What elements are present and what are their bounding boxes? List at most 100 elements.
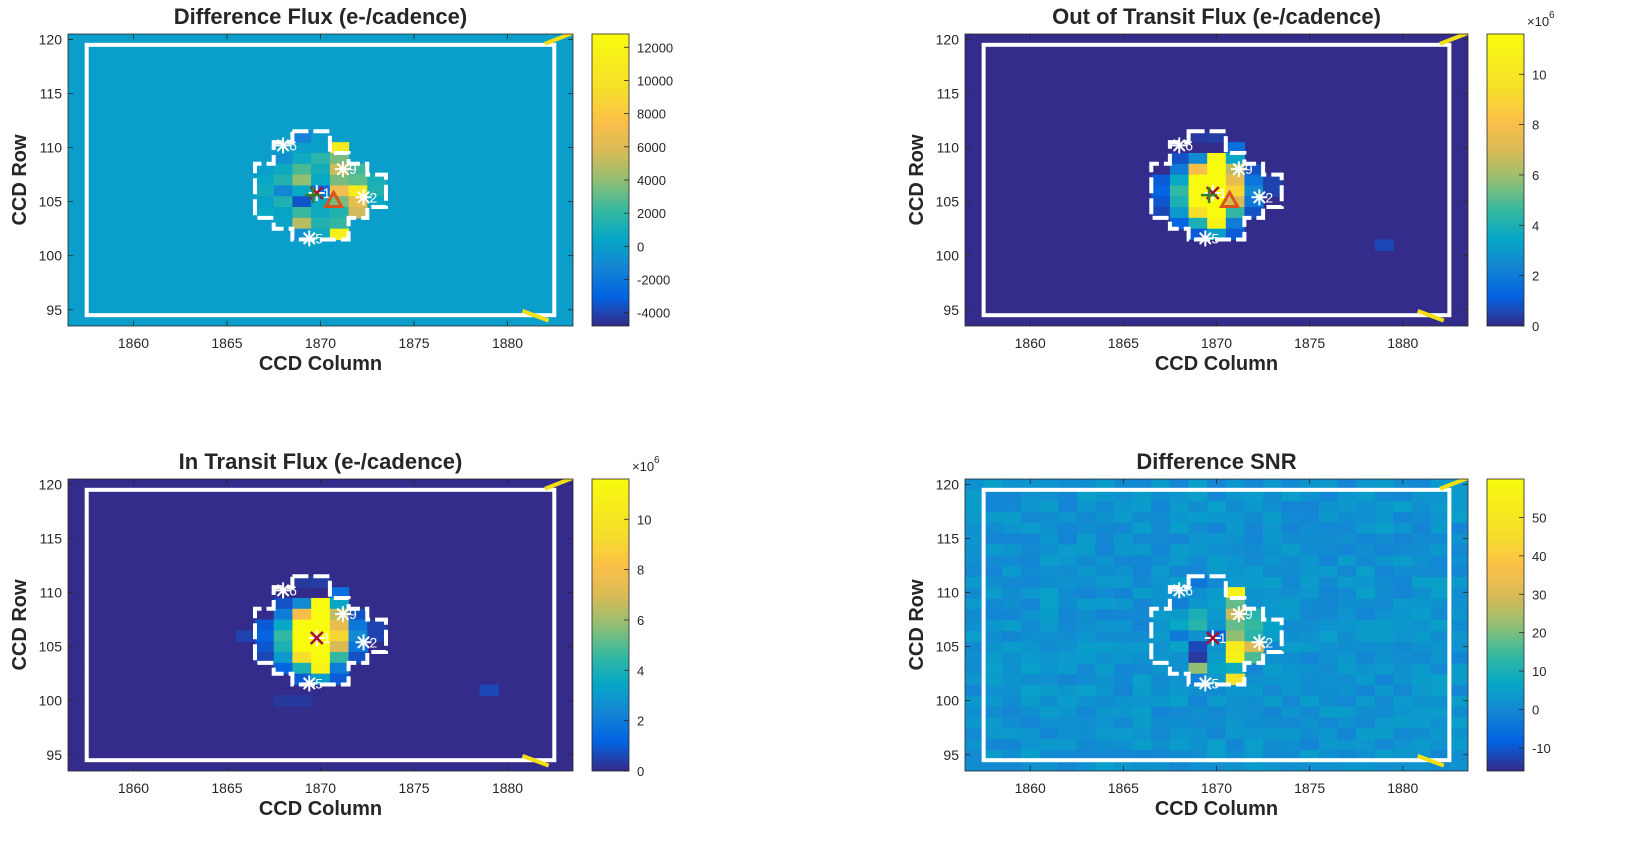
background-pixel bbox=[1318, 207, 1339, 219]
background-pixel bbox=[198, 760, 219, 771]
star-label: 9 bbox=[349, 606, 357, 622]
background-pixel bbox=[1002, 88, 1022, 100]
background-pixel bbox=[255, 727, 275, 740]
background-pixel bbox=[442, 479, 462, 491]
background-pixel bbox=[1020, 271, 1041, 284]
background-pixel bbox=[124, 293, 144, 305]
background-pixel bbox=[965, 641, 985, 653]
background-pixel bbox=[516, 662, 537, 675]
background-pixel bbox=[554, 131, 573, 143]
background-pixel bbox=[1244, 565, 1264, 577]
background-pixel bbox=[1039, 304, 1059, 316]
background-pixel bbox=[1356, 174, 1376, 187]
background-pixel bbox=[1020, 695, 1041, 707]
background-pixel bbox=[460, 315, 481, 326]
background-pixel bbox=[348, 131, 368, 143]
background-pixel bbox=[1393, 738, 1413, 750]
background-pixel bbox=[255, 34, 275, 46]
background-pixel bbox=[1225, 120, 1246, 132]
background-pixel bbox=[442, 489, 462, 502]
colorbar-tick-label: 10 bbox=[1532, 67, 1546, 82]
background-pixel bbox=[236, 479, 256, 491]
background-pixel bbox=[1412, 98, 1432, 111]
background-pixel bbox=[385, 304, 406, 316]
background-pixel bbox=[1151, 727, 1171, 740]
background-pixel bbox=[1318, 695, 1339, 707]
background-pixel bbox=[1281, 511, 1301, 523]
background-pixel bbox=[1002, 174, 1022, 187]
background-pixel bbox=[554, 511, 573, 523]
background-pixel bbox=[1356, 587, 1376, 599]
background-pixel bbox=[1132, 77, 1152, 89]
background-pixel bbox=[1076, 282, 1097, 295]
heatmap-cell bbox=[1151, 185, 1171, 197]
background-pixel bbox=[554, 282, 573, 295]
background-pixel bbox=[1207, 271, 1227, 284]
background-pixel bbox=[1412, 673, 1432, 686]
heatmap-cell bbox=[329, 641, 350, 653]
background-pixel bbox=[311, 261, 331, 273]
background-pixel bbox=[1244, 250, 1264, 262]
background-pixel bbox=[554, 185, 573, 197]
background-pixel bbox=[983, 652, 1003, 664]
background-pixel bbox=[983, 695, 1003, 707]
background-pixel bbox=[1095, 163, 1115, 176]
background-pixel bbox=[498, 239, 518, 251]
background-pixel bbox=[1151, 271, 1171, 284]
background-pixel bbox=[124, 500, 144, 513]
background-pixel bbox=[124, 44, 144, 57]
heatmap-cell bbox=[1169, 630, 1190, 642]
background-pixel bbox=[217, 489, 237, 502]
background-pixel bbox=[180, 630, 200, 642]
background-pixel bbox=[1412, 55, 1432, 68]
background-pixel bbox=[1114, 511, 1134, 523]
background-pixel bbox=[535, 533, 555, 545]
background-pixel bbox=[217, 163, 237, 176]
background-pixel bbox=[404, 207, 424, 219]
background-pixel bbox=[1337, 44, 1357, 57]
background-pixel bbox=[423, 315, 443, 326]
background-pixel bbox=[983, 554, 1003, 567]
background-pixel bbox=[1356, 163, 1376, 176]
background-pixel bbox=[983, 239, 1003, 251]
background-pixel bbox=[554, 565, 573, 577]
background-pixel bbox=[554, 34, 573, 46]
background-pixel bbox=[1151, 565, 1171, 577]
heatmap-cell bbox=[1207, 207, 1227, 219]
background-pixel bbox=[1244, 511, 1264, 523]
background-pixel bbox=[983, 282, 1003, 295]
background-pixel bbox=[1039, 293, 1059, 305]
background-pixel bbox=[236, 662, 256, 675]
background-pixel bbox=[1263, 760, 1283, 771]
background-pixel bbox=[516, 44, 537, 57]
background-pixel bbox=[1188, 261, 1208, 273]
heatmap-cell bbox=[292, 619, 312, 632]
background-pixel bbox=[1281, 44, 1301, 57]
heatmap-cell bbox=[292, 662, 312, 675]
background-pixel bbox=[1374, 630, 1395, 642]
background-pixel bbox=[1430, 44, 1450, 57]
background-pixel bbox=[1020, 77, 1041, 89]
background-pixel bbox=[68, 77, 88, 89]
background-pixel bbox=[516, 608, 537, 621]
background-pixel bbox=[1020, 152, 1041, 165]
background-pixel bbox=[385, 706, 406, 718]
background-pixel bbox=[1449, 511, 1468, 523]
background-pixel bbox=[1393, 695, 1413, 707]
background-pixel bbox=[1244, 88, 1264, 100]
background-pixel bbox=[68, 738, 88, 750]
background-pixel bbox=[1151, 217, 1171, 230]
background-pixel bbox=[535, 706, 555, 718]
heatmap-cell bbox=[311, 185, 331, 197]
background-pixel bbox=[1002, 673, 1022, 686]
background-pixel bbox=[255, 293, 275, 305]
background-pixel bbox=[1412, 727, 1432, 740]
background-pixel bbox=[1020, 228, 1041, 241]
background-pixel bbox=[1151, 511, 1171, 523]
background-pixel bbox=[1244, 489, 1264, 502]
background-pixel bbox=[1076, 217, 1097, 230]
background-pixel bbox=[1356, 131, 1376, 143]
background-pixel bbox=[180, 66, 200, 78]
background-pixel bbox=[311, 250, 331, 262]
